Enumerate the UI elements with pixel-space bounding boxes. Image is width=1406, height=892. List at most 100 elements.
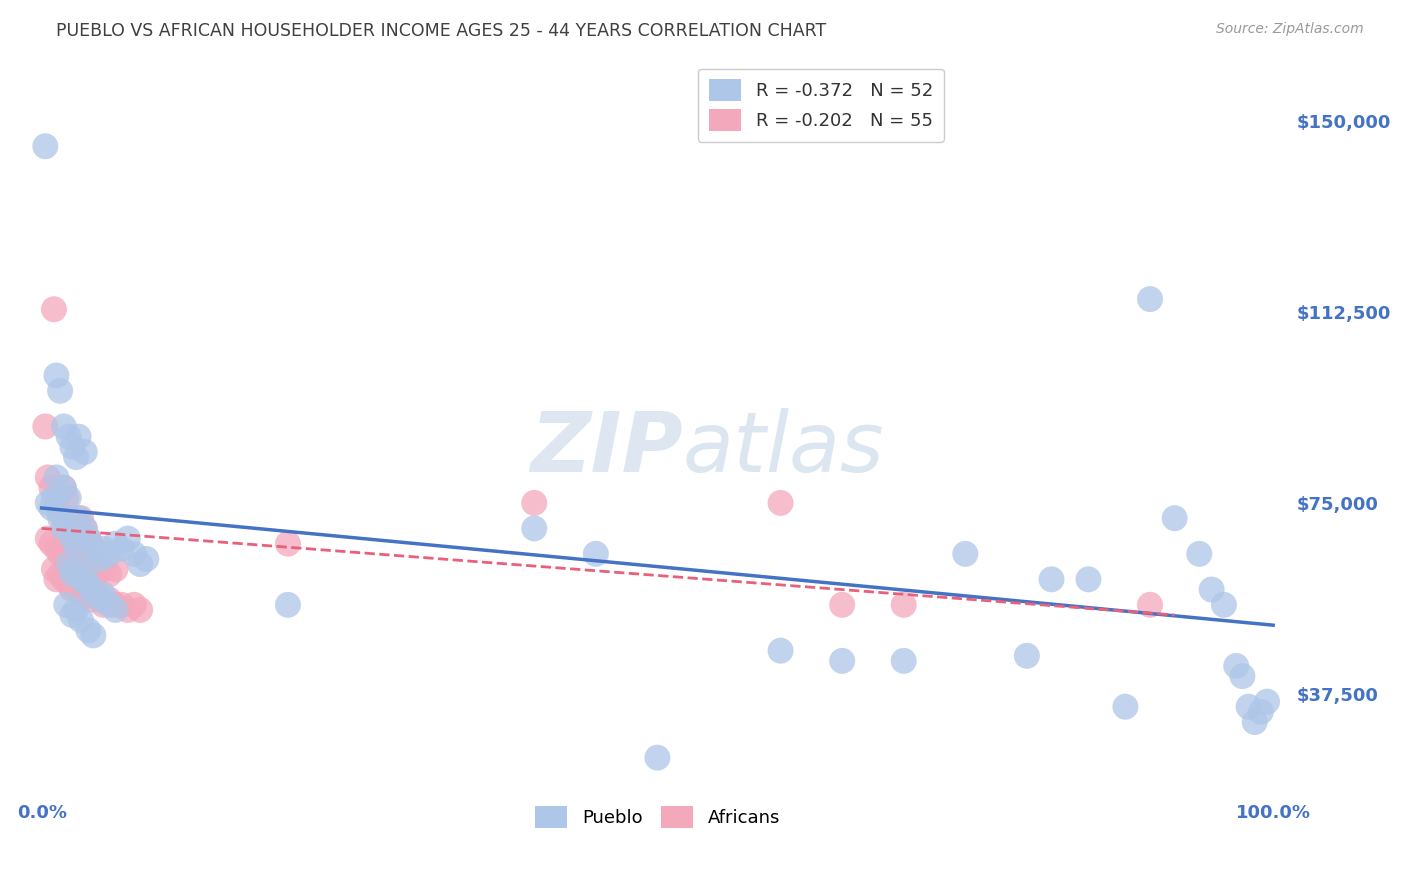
- Point: [1225, 659, 1247, 673]
- Point: [42, 562, 65, 576]
- Point: [1250, 705, 1272, 719]
- Point: [73, 521, 96, 535]
- Point: [65, 547, 87, 561]
- Point: [91, 598, 114, 612]
- Point: [41, 481, 63, 495]
- Point: [45, 496, 67, 510]
- Point: [34, 419, 56, 434]
- Point: [55, 516, 77, 531]
- Point: [831, 654, 853, 668]
- Point: [1015, 648, 1038, 663]
- Point: [55, 598, 77, 612]
- Point: [55, 491, 77, 505]
- Point: [37, 496, 59, 510]
- Point: [90, 552, 112, 566]
- Point: [1256, 695, 1278, 709]
- Point: [62, 567, 84, 582]
- Point: [45, 470, 67, 484]
- Point: [41, 536, 63, 550]
- Point: [98, 547, 121, 561]
- Point: [42, 491, 65, 505]
- Point: [117, 603, 139, 617]
- Point: [277, 598, 299, 612]
- Point: [91, 541, 114, 556]
- Point: [91, 588, 114, 602]
- Point: [52, 481, 75, 495]
- Point: [90, 592, 112, 607]
- Point: [65, 536, 87, 550]
- Point: [104, 598, 127, 612]
- Point: [45, 541, 67, 556]
- Point: [52, 521, 75, 535]
- Point: [62, 521, 84, 535]
- Text: PUEBLO VS AFRICAN HOUSEHOLDER INCOME AGES 25 - 44 YEARS CORRELATION CHART: PUEBLO VS AFRICAN HOUSEHOLDER INCOME AGE…: [56, 22, 827, 40]
- Point: [70, 511, 93, 525]
- Point: [73, 567, 96, 582]
- Point: [90, 557, 112, 571]
- Point: [58, 430, 80, 444]
- Point: [1213, 598, 1236, 612]
- Point: [34, 139, 56, 153]
- Point: [70, 572, 93, 586]
- Point: [104, 536, 127, 550]
- Point: [104, 603, 127, 617]
- Point: [52, 572, 75, 586]
- Point: [77, 588, 100, 602]
- Point: [80, 592, 103, 607]
- Point: [1139, 292, 1161, 306]
- Point: [41, 501, 63, 516]
- Point: [585, 547, 607, 561]
- Point: [77, 532, 100, 546]
- Point: [37, 532, 59, 546]
- Point: [65, 450, 87, 464]
- Point: [42, 302, 65, 317]
- Point: [523, 521, 546, 535]
- Point: [769, 496, 792, 510]
- Point: [1077, 572, 1099, 586]
- Point: [58, 491, 80, 505]
- Point: [52, 419, 75, 434]
- Point: [111, 541, 134, 556]
- Point: [73, 445, 96, 459]
- Point: [1139, 598, 1161, 612]
- Point: [80, 541, 103, 556]
- Point: [111, 598, 134, 612]
- Point: [86, 567, 108, 582]
- Text: atlas: atlas: [682, 408, 884, 489]
- Point: [62, 557, 84, 571]
- Point: [129, 557, 152, 571]
- Legend: Pueblo, Africans: Pueblo, Africans: [527, 799, 787, 836]
- Point: [893, 598, 915, 612]
- Point: [65, 603, 87, 617]
- Text: Source: ZipAtlas.com: Source: ZipAtlas.com: [1216, 22, 1364, 37]
- Point: [77, 567, 100, 582]
- Point: [65, 577, 87, 591]
- Point: [1163, 511, 1185, 525]
- Point: [62, 582, 84, 597]
- Point: [37, 470, 59, 484]
- Point: [1188, 547, 1211, 561]
- Point: [77, 577, 100, 591]
- Point: [67, 557, 90, 571]
- Point: [62, 440, 84, 454]
- Point: [65, 562, 87, 576]
- Text: ZIP: ZIP: [530, 408, 682, 489]
- Point: [62, 532, 84, 546]
- Point: [67, 511, 90, 525]
- Point: [1237, 699, 1260, 714]
- Point: [86, 547, 108, 561]
- Point: [831, 598, 853, 612]
- Point: [122, 547, 145, 561]
- Point: [58, 511, 80, 525]
- Point: [58, 577, 80, 591]
- Point: [647, 750, 669, 764]
- Point: [769, 643, 792, 657]
- Point: [49, 567, 72, 582]
- Point: [62, 607, 84, 622]
- Point: [98, 598, 121, 612]
- Point: [65, 532, 87, 546]
- Point: [67, 430, 90, 444]
- Point: [73, 521, 96, 535]
- Point: [77, 532, 100, 546]
- Point: [52, 481, 75, 495]
